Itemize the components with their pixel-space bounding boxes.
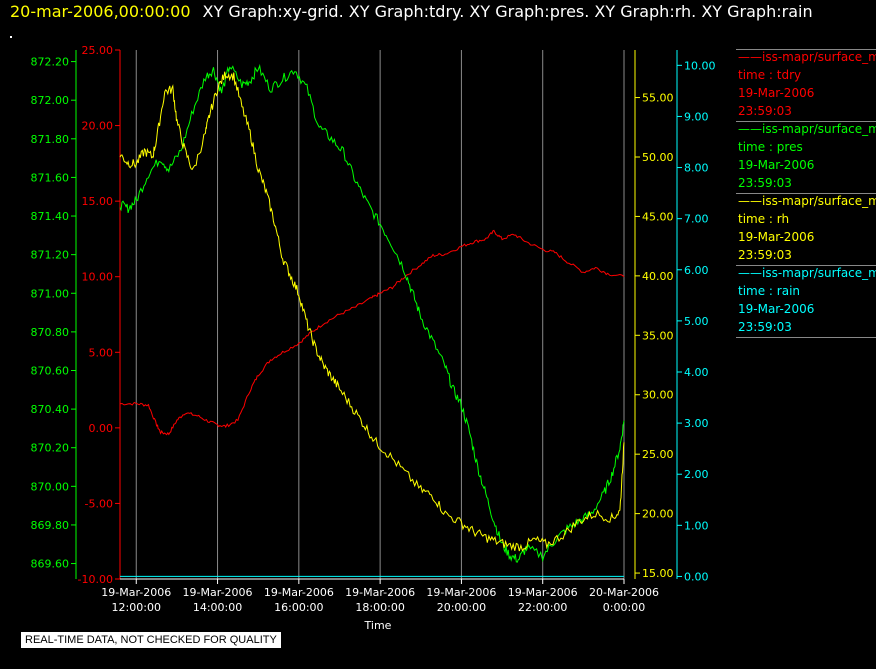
pres-tick-label: 872.20 <box>31 56 70 69</box>
legend-separator <box>736 49 876 50</box>
rh-tick-label: 45.00 <box>642 210 674 223</box>
rain-tick-label: 9.00 <box>684 110 709 123</box>
legend-text: ——iss-mapr/surface_m <box>738 122 876 136</box>
pres-tick-label: 870.60 <box>31 364 70 377</box>
x-tick-time: 12:00:00 <box>112 601 161 614</box>
tdry-tick-label: 10.00 <box>82 271 114 284</box>
x-tick-time: 18:00:00 <box>355 601 404 614</box>
rh-tick-label: 20.00 <box>642 508 674 521</box>
x-axis-title: Time <box>364 619 392 632</box>
rain-tick-label: 3.00 <box>684 417 709 430</box>
legend-separator <box>736 337 876 338</box>
rain-tick-label: 5.00 <box>684 315 709 328</box>
tdry-tick-label: 20.00 <box>82 120 114 133</box>
rh-tick-label: 25.00 <box>642 448 674 461</box>
legend-text: 23:59:03 <box>738 176 792 190</box>
tdry-tick-label: 25.00 <box>82 44 114 57</box>
x-tick-time: 0:00:00 <box>603 601 645 614</box>
legend-text: 23:59:03 <box>738 104 792 118</box>
legend-separator <box>736 193 876 194</box>
tdry-tick-label: -5.00 <box>85 497 113 510</box>
legend-text: time : tdry <box>738 68 802 82</box>
x-tick-date: 20-Mar-2006 <box>589 586 659 599</box>
legend-text: ——iss-mapr/surface_m <box>738 266 876 280</box>
tdry-tick-label: 15.00 <box>82 195 114 208</box>
legend-text: ——iss-mapr/surface_m <box>738 194 876 208</box>
x-tick-time: 16:00:00 <box>274 601 323 614</box>
pres-tick-label: 871.60 <box>31 171 70 184</box>
pres-tick-label: 870.20 <box>31 442 70 455</box>
rain-tick-label: 4.00 <box>684 366 709 379</box>
x-tick-date: 19-Mar-2006 <box>101 586 171 599</box>
pres-tick-label: 872.00 <box>31 94 70 107</box>
header-date: 20-mar-2006,00:00:00 <box>10 2 191 21</box>
rh-tick-label: 40.00 <box>642 270 674 283</box>
legend: ——iss-mapr/surface_m time : tdry 19-Mar-20… <box>736 49 876 338</box>
rain-tick-label: 2.00 <box>684 468 709 481</box>
legend-text: 23:59:03 <box>738 248 792 262</box>
pres-tick-label: 869.60 <box>31 558 70 571</box>
pres-tick-label: 870.00 <box>31 480 70 493</box>
legend-text: 23:59:03 <box>738 320 792 334</box>
legend-text: time : rh <box>738 212 790 226</box>
tdry-tick-label: -10.00 <box>78 573 113 586</box>
rain-tick-label: 0.00 <box>684 570 709 583</box>
pres-tick-label: 871.20 <box>31 249 70 262</box>
rain-tick-label: 1.00 <box>684 519 709 532</box>
quality-disclaimer: REAL-TIME DATA, NOT CHECKED FOR QUALITY <box>20 631 282 649</box>
pres-tick-label: 869.80 <box>31 519 70 532</box>
rh-tick-label: 50.00 <box>642 151 674 164</box>
pres-tick-label: 871.00 <box>31 287 70 300</box>
rh-tick-label: 15.00 <box>642 567 674 580</box>
pres-tick-label: 870.80 <box>31 326 70 339</box>
legend-text: 19-Mar-2006 <box>738 158 815 172</box>
legend-text: 19-Mar-2006 <box>738 302 815 316</box>
pres-tick-label: 871.80 <box>31 133 70 146</box>
rain-tick-label: 8.00 <box>684 162 709 175</box>
legend-text: time : pres <box>738 140 803 154</box>
x-tick-time: 22:00:00 <box>518 601 567 614</box>
x-tick-time: 14:00:00 <box>193 601 242 614</box>
legend-text: 19-Mar-2006 <box>738 86 815 100</box>
tdry-tick-label: 0.00 <box>89 422 114 435</box>
series-line-rh <box>119 71 625 552</box>
x-tick-date: 19-Mar-2006 <box>264 586 334 599</box>
header-graph-titles: XY Graph:xy-grid. XY Graph:tdry. XY Grap… <box>202 2 813 21</box>
x-tick-time: 20:00:00 <box>437 601 486 614</box>
tdry-tick-label: 5.00 <box>89 346 114 359</box>
legend-separator <box>736 121 876 122</box>
status-dot <box>10 36 12 38</box>
rain-tick-label: 10.00 <box>684 59 716 72</box>
x-tick-date: 19-Mar-2006 <box>508 586 578 599</box>
pres-tick-label: 871.40 <box>31 210 70 223</box>
rh-tick-label: 30.00 <box>642 389 674 402</box>
rh-tick-label: 35.00 <box>642 329 674 342</box>
legend-text: 19-Mar-2006 <box>738 230 815 244</box>
x-tick-date: 19-Mar-2006 <box>183 586 253 599</box>
x-tick-date: 19-Mar-2006 <box>426 586 496 599</box>
header-bar: 20-mar-2006,00:00:00 XY Graph:xy-grid. XY… <box>10 2 813 21</box>
pres-tick-label: 870.40 <box>31 403 70 416</box>
legend-separator <box>736 265 876 266</box>
rain-tick-label: 6.00 <box>684 264 709 277</box>
rain-tick-label: 7.00 <box>684 213 709 226</box>
legend-text: time : rain <box>738 284 801 298</box>
rh-tick-label: 55.00 <box>642 92 674 105</box>
legend-text: ——iss-mapr/surface_m <box>738 50 876 64</box>
series-line-pres <box>119 63 625 563</box>
x-tick-date: 19-Mar-2006 <box>345 586 415 599</box>
series-line-tdry <box>119 229 625 436</box>
